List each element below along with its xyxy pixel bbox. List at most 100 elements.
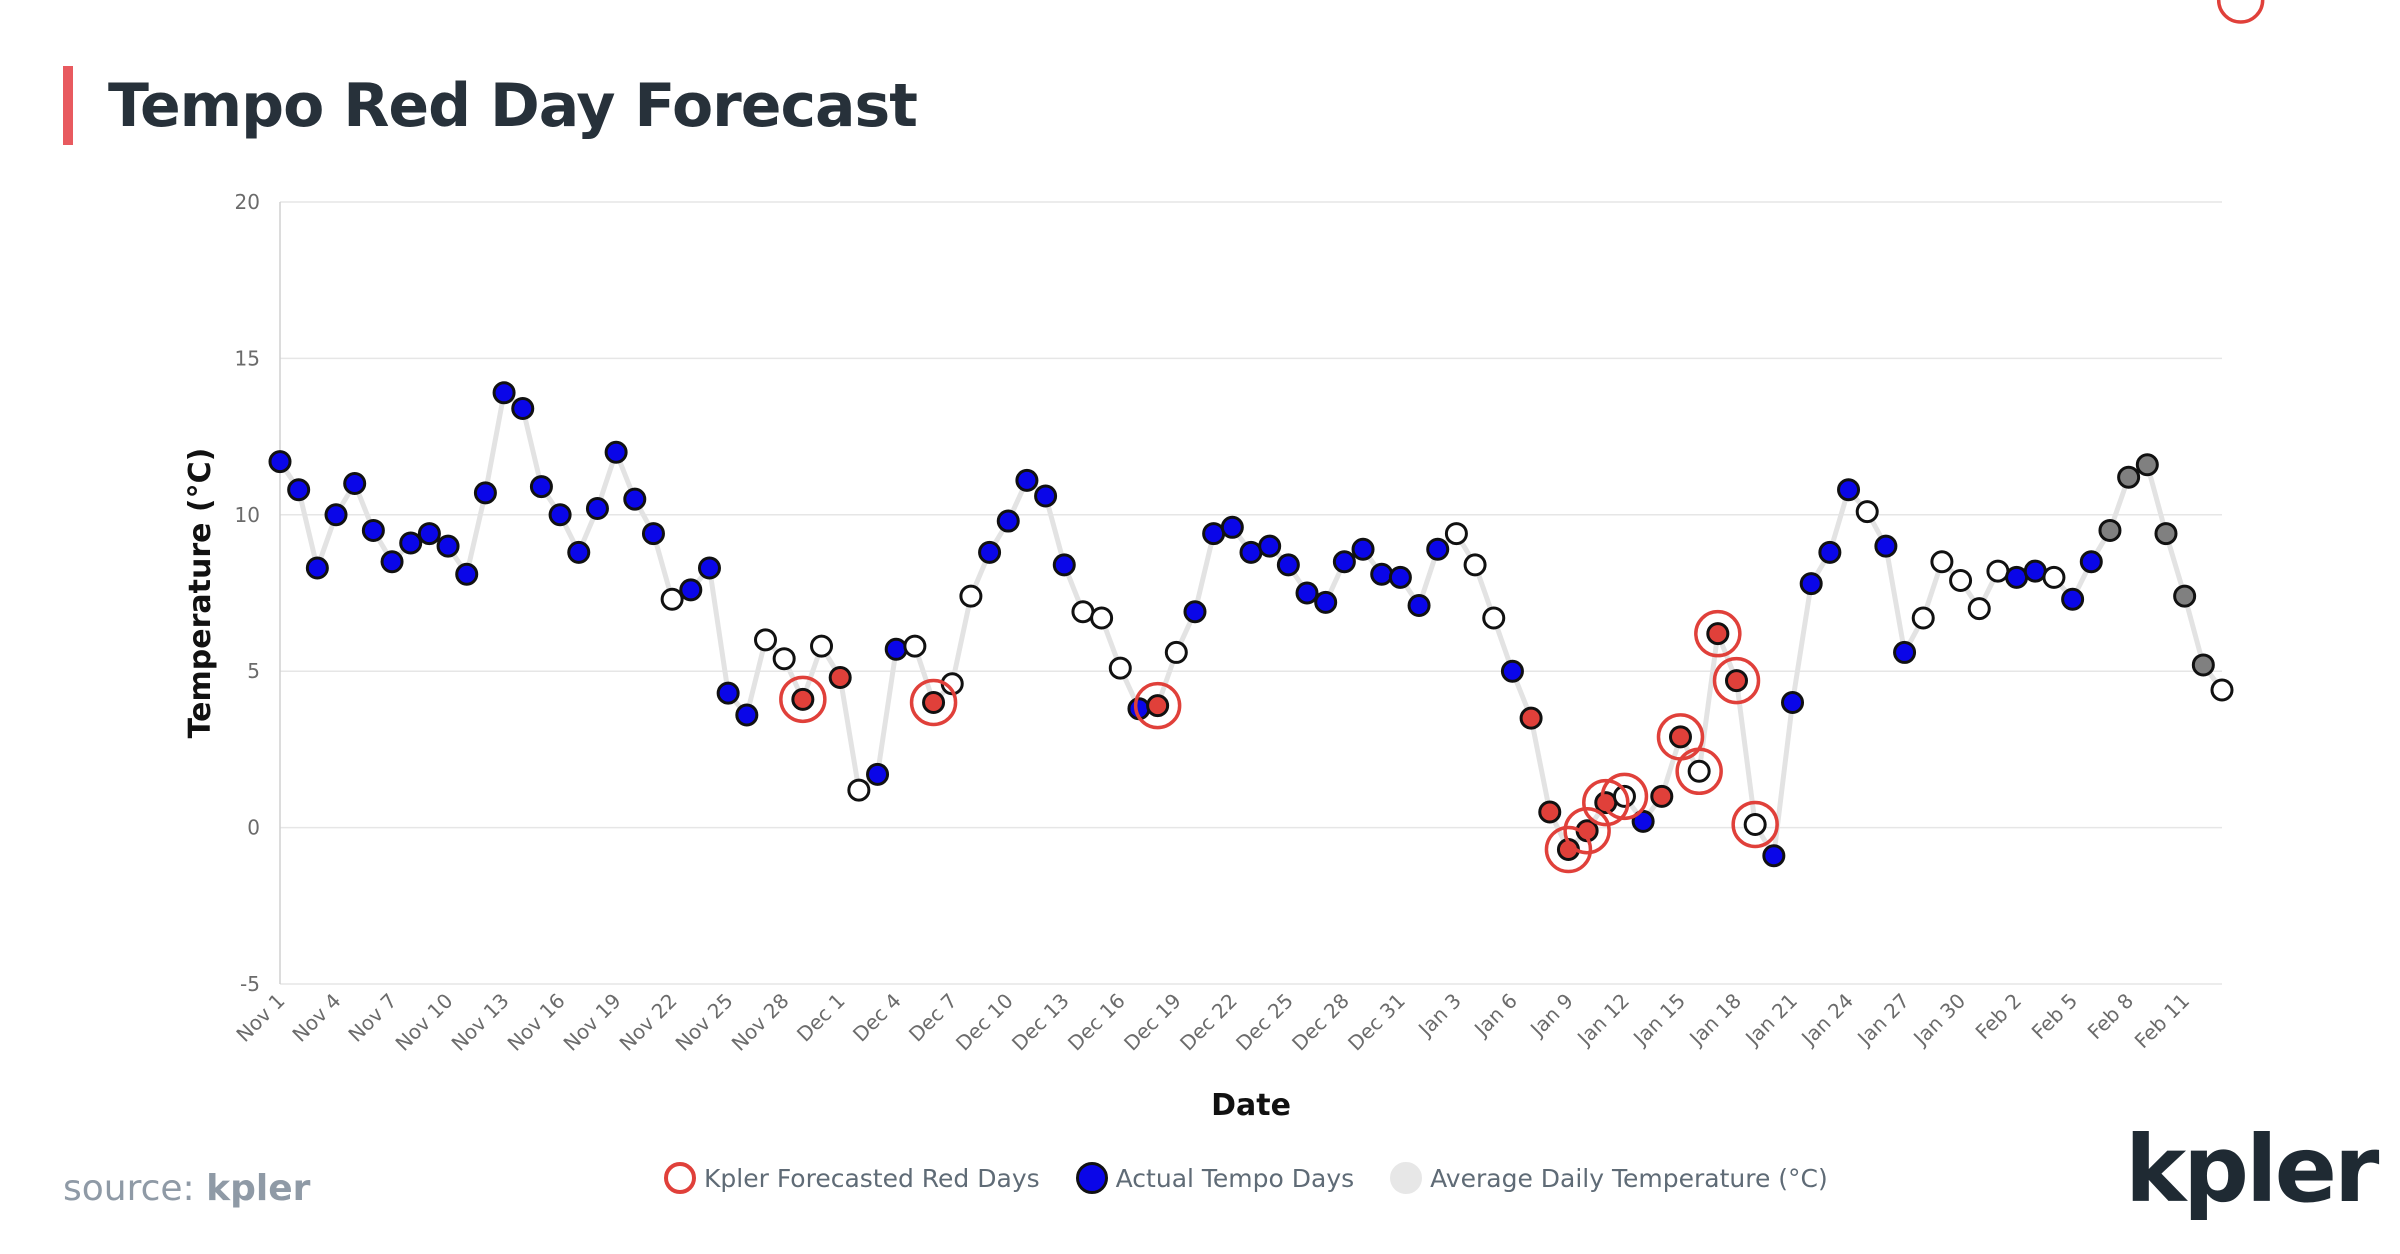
y-tick-label: 15 — [235, 346, 260, 370]
data-point — [978, 540, 1002, 564]
data-point — [361, 518, 385, 542]
y-tick-label: -5 — [240, 972, 260, 996]
y-tick-label: 10 — [235, 503, 260, 527]
data-point — [903, 634, 927, 658]
forecast-ring — [1600, 772, 1649, 821]
data-point — [1874, 534, 1898, 558]
x-tick-label: Jan 9 — [1524, 989, 1578, 1043]
x-tick-label: Dec 1 — [792, 989, 850, 1047]
data-point — [735, 703, 759, 727]
data-point — [529, 475, 553, 499]
data-point — [2117, 465, 2141, 489]
data-point — [1967, 597, 1991, 621]
data-point — [492, 381, 516, 405]
x-tick-label: Dec 13 — [1007, 989, 1074, 1056]
data-point — [1239, 540, 1263, 564]
data-point — [1893, 640, 1917, 664]
data-point — [660, 587, 684, 611]
legend-item-forecast[interactable]: Kpler Forecasted Red Days — [664, 1162, 1040, 1194]
data-point — [1332, 550, 1356, 574]
data-point — [996, 509, 1020, 533]
data-point — [1781, 690, 1805, 714]
data-point — [754, 628, 777, 652]
forecast-ring — [1563, 806, 1611, 855]
data-point — [2061, 587, 2085, 611]
page-title: Tempo Red Day Forecast — [108, 71, 918, 141]
data-point — [511, 396, 535, 420]
data-point — [399, 531, 423, 555]
x-tick-label: Jan 15 — [1627, 989, 1690, 1052]
data-point — [679, 578, 703, 602]
legend-label-actual: Actual Tempo Days — [1115, 1163, 1355, 1193]
data-point — [1258, 534, 1282, 558]
data-point — [436, 534, 460, 558]
data-point — [287, 478, 311, 502]
data-point — [343, 472, 367, 496]
title-accent-bar — [63, 66, 73, 145]
data-point — [2079, 550, 2103, 574]
data-point — [810, 634, 834, 658]
data-point — [828, 665, 852, 689]
data-point — [305, 556, 329, 580]
data-point — [1837, 478, 1861, 502]
y-tick-label: 20 — [235, 190, 260, 214]
x-tick-label: Feb 5 — [2027, 989, 2083, 1045]
data-point — [2135, 453, 2159, 477]
data-point — [2042, 565, 2066, 589]
data-point — [847, 778, 871, 802]
data-point — [2098, 518, 2122, 542]
legend-item-average[interactable]: Average Daily Temperature (°C) — [1390, 1162, 1828, 1194]
data-point — [1482, 606, 1506, 630]
data-point — [2005, 565, 2029, 589]
data-point — [268, 450, 292, 474]
x-tick-label: Dec 31 — [1343, 989, 1410, 1056]
x-tick-label: Feb 11 — [2130, 989, 2195, 1054]
x-tick-label: Dec 25 — [1231, 989, 1298, 1056]
x-tick-label: Jan 18 — [1683, 989, 1746, 1052]
data-point — [866, 762, 890, 786]
data-point — [417, 522, 441, 546]
data-point — [1407, 594, 1431, 618]
data-point — [567, 540, 591, 564]
data-point — [1631, 809, 1655, 833]
x-tick-label: Jan 27 — [1851, 989, 1914, 1052]
data-point — [585, 497, 609, 521]
forecast-ring — [1712, 656, 1761, 705]
data-point — [1183, 600, 1207, 624]
x-tick-label: Nov 28 — [727, 989, 794, 1056]
data-point — [959, 584, 983, 608]
data-point — [1146, 694, 1170, 718]
data-point — [1930, 550, 1954, 574]
x-tick-label: Jan 3 — [1412, 989, 1466, 1043]
data-point — [1370, 562, 1394, 586]
data-point — [1202, 522, 1226, 546]
data-point — [1108, 656, 1132, 680]
legend-item-actual[interactable]: Actual Tempo Days — [1075, 1162, 1355, 1194]
y-axis-title: Temperature (°C) — [183, 448, 218, 739]
x-tick-label: Dec 16 — [1063, 989, 1130, 1056]
kpler-logo: kpler — [2125, 1116, 2379, 1223]
x-tick-label: Jan 6 — [1468, 989, 1522, 1043]
data-point — [1220, 515, 1244, 539]
x-axis-title: Date — [1211, 1088, 1291, 1123]
data-point — [380, 550, 404, 574]
data-point — [922, 690, 946, 714]
data-point — [548, 503, 572, 527]
legend-label-forecast: Kpler Forecasted Red Days — [704, 1163, 1040, 1193]
x-tick-label: Dec 4 — [848, 989, 906, 1047]
x-tick-label: Jan 30 — [1907, 989, 1970, 1052]
data-point — [1762, 844, 1786, 868]
x-tick-label: Nov 13 — [447, 989, 514, 1056]
data-point — [1949, 568, 1973, 592]
y-tick-label: 5 — [247, 659, 260, 683]
x-tick-label: Jan 21 — [1739, 989, 1802, 1052]
legend-label-average: Average Daily Temperature (°C) — [1430, 1163, 1828, 1193]
x-tick-label: Feb 2 — [1971, 989, 2027, 1045]
forecast-ring — [1675, 747, 1723, 796]
y-tick-label: 0 — [247, 816, 260, 840]
data-point — [1500, 659, 1524, 683]
data-point — [2154, 522, 2178, 546]
data-point — [1314, 590, 1338, 614]
forecast-ring — [1694, 609, 1742, 658]
